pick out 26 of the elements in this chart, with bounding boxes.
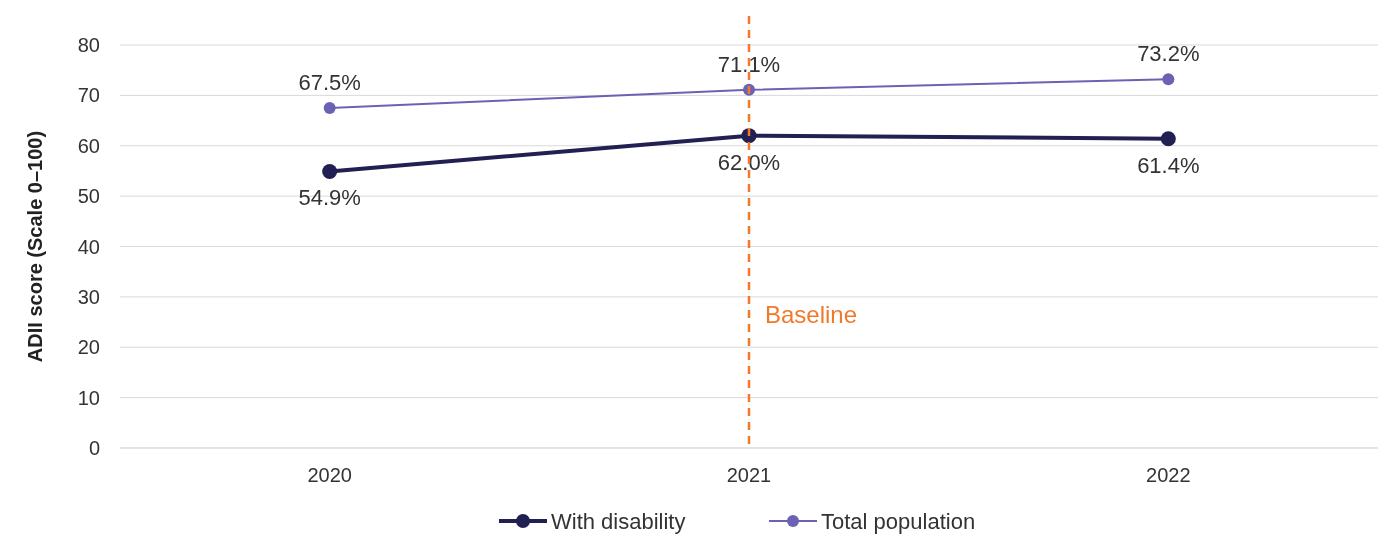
y-tick-label: 20 [77, 336, 100, 359]
y-tick-label: 50 [77, 185, 100, 208]
data-label: 67.5% [298, 69, 361, 95]
data-label: 71.1% [717, 51, 781, 77]
legend-label: Total population [821, 508, 976, 534]
y-axis-title: ADII score (Scale 0–100) [24, 130, 46, 363]
y-tick-label: 30 [77, 285, 100, 308]
x-tick-label: 2020 [307, 464, 352, 486]
y-tick-label: 0 [88, 437, 100, 459]
y-tick-label: 70 [77, 84, 100, 107]
point [1160, 131, 1176, 147]
ref-line-label: Baseline [765, 301, 858, 328]
data-label: 61.4% [1137, 152, 1200, 178]
data-label: 62.0% [717, 149, 781, 175]
data-label: 54.9% [298, 185, 361, 211]
y-tick-label: 60 [77, 134, 100, 157]
point [323, 101, 336, 114]
x-tick-label: 2022 [1146, 464, 1191, 486]
y-tick-label: 80 [77, 34, 100, 56]
point [322, 163, 338, 179]
y-tick-label: 10 [77, 386, 100, 409]
y-tick-label: 40 [77, 235, 100, 258]
data-label: 73.2% [1137, 41, 1200, 67]
x-tick-label: 2021 [726, 464, 772, 486]
legend-label: With disability [551, 508, 686, 534]
point [1162, 73, 1175, 86]
